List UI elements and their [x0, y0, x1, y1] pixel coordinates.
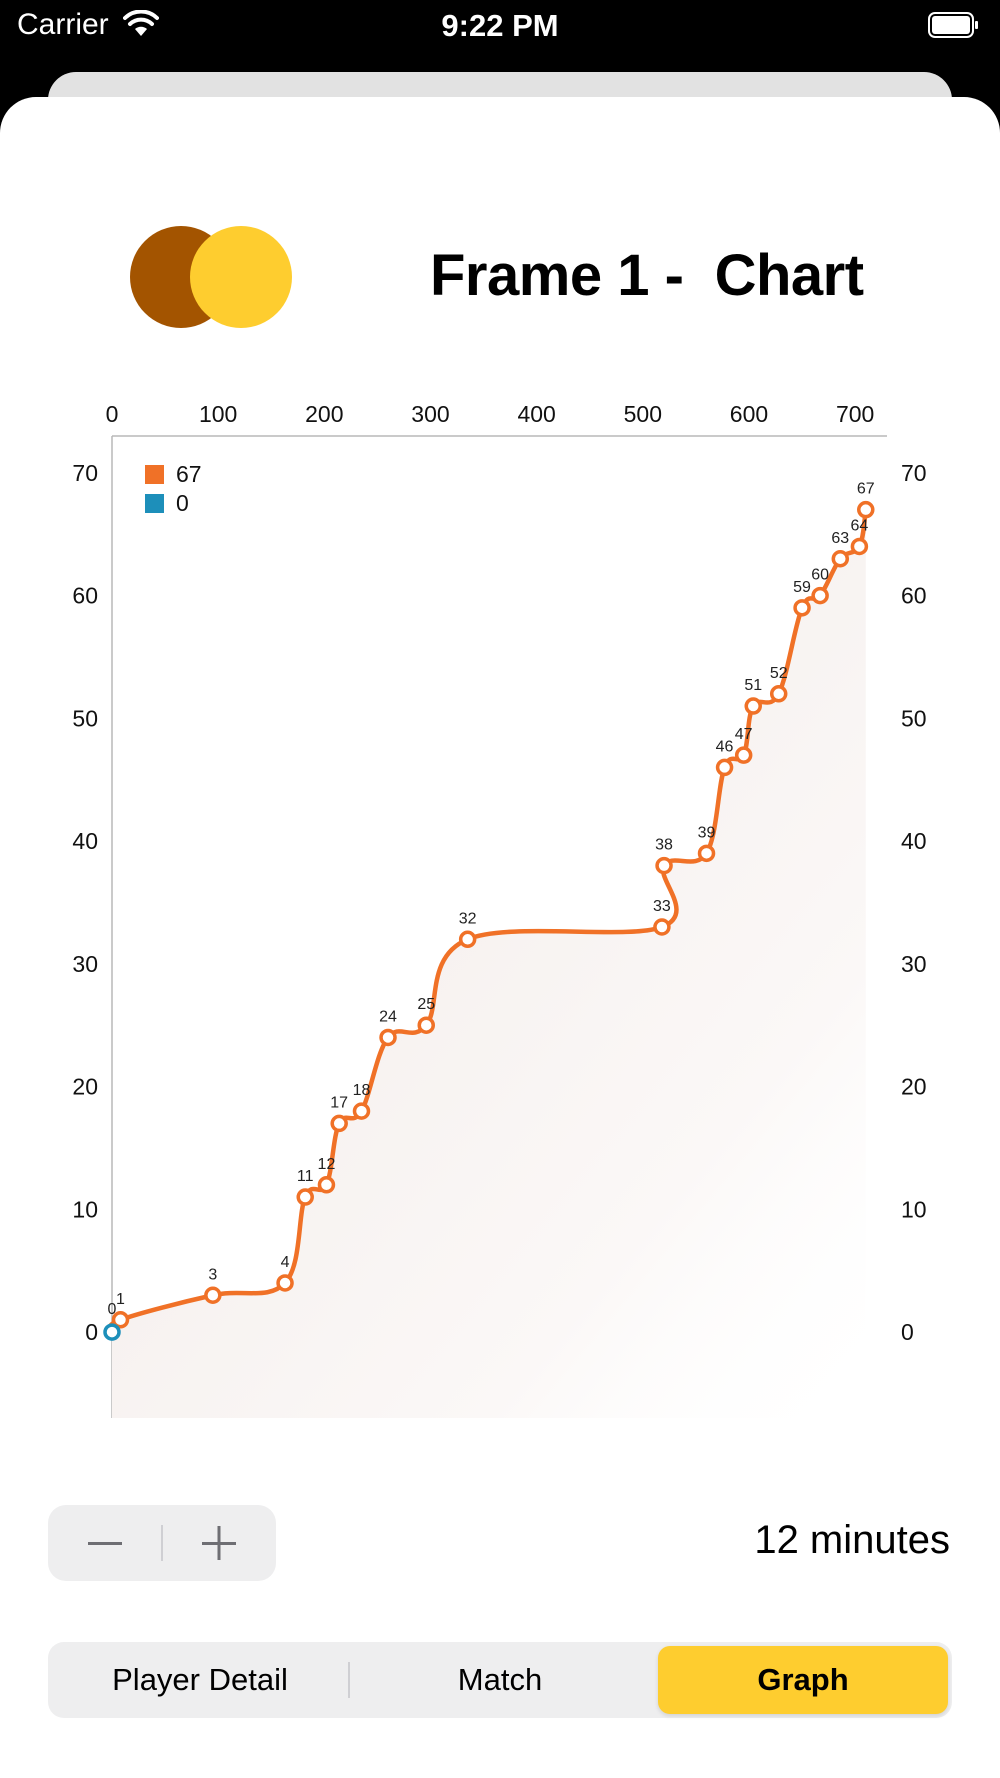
- data-label: 47: [735, 726, 753, 743]
- chart-legend: 670: [145, 461, 202, 516]
- data-label: 17: [330, 1094, 348, 1111]
- data-point: [204, 1286, 222, 1304]
- y-tick-label-left: 70: [72, 460, 98, 486]
- data-label: 59: [793, 579, 811, 596]
- data-point: [697, 844, 716, 863]
- data-point: [317, 1176, 336, 1194]
- data-point: [793, 599, 811, 617]
- data-label: 32: [459, 910, 477, 927]
- y-tick-label-right: 10: [901, 1196, 927, 1222]
- data-label: 33: [653, 898, 671, 915]
- data-label: 64: [850, 517, 868, 534]
- y-tick-label-right: 70: [901, 460, 927, 486]
- clock: 9:22 PM: [441, 8, 559, 43]
- data-point: [734, 746, 753, 764]
- x-tick-label: 100: [199, 401, 237, 427]
- minus-button[interactable]: [48, 1505, 162, 1581]
- data-point: [458, 930, 477, 949]
- x-tick-label: 0: [106, 401, 119, 427]
- stepper-divider: [161, 1525, 163, 1561]
- data-point: [655, 856, 673, 875]
- data-point: [352, 1102, 371, 1120]
- x-tick-label: 500: [624, 401, 662, 427]
- battery-icon: [928, 12, 978, 38]
- data-label: 51: [744, 677, 762, 694]
- x-tick-label: 700: [836, 401, 874, 427]
- minus-icon: [88, 1542, 122, 1545]
- data-label: 4: [281, 1254, 290, 1271]
- status-bar: Carrier 9:22 PM: [0, 0, 1000, 60]
- x-tick-label: 200: [305, 401, 343, 427]
- data-label: 1: [116, 1291, 125, 1308]
- y-tick-label-right: 40: [901, 828, 927, 854]
- data-point: [653, 918, 671, 936]
- x-tick-label: 600: [730, 401, 768, 427]
- data-label: 52: [770, 665, 788, 682]
- data-label: 25: [417, 996, 435, 1013]
- segment-divider: [348, 1662, 350, 1698]
- data-point: [744, 697, 762, 715]
- y-tick-label-left: 20: [72, 1074, 98, 1100]
- y-tick-label-left: 50: [72, 705, 98, 731]
- view-segmented-control[interactable]: Player Detail Match Graph: [48, 1642, 952, 1718]
- data-label: 3: [208, 1266, 217, 1283]
- data-point: [296, 1188, 314, 1206]
- legend-swatch: [145, 465, 164, 484]
- duration-label: 12 minutes: [754, 1518, 950, 1562]
- tab-player-detail[interactable]: Player Detail: [112, 1662, 288, 1697]
- data-point: [811, 586, 829, 605]
- data-point: [831, 550, 850, 568]
- legend-swatch: [145, 494, 164, 513]
- data-point: [330, 1114, 348, 1133]
- plus-button[interactable]: [162, 1505, 276, 1581]
- series-area: [109, 509, 866, 1418]
- plus-icon: [202, 1526, 236, 1560]
- data-label: 12: [318, 1156, 336, 1173]
- zoom-stepper[interactable]: [48, 1505, 276, 1581]
- data-label: 24: [379, 1008, 397, 1025]
- data-point-start: [103, 1323, 121, 1341]
- data-point: [276, 1274, 294, 1292]
- data-label: 38: [655, 837, 673, 854]
- tab-match[interactable]: Match: [457, 1662, 543, 1697]
- data-label: 60: [811, 567, 829, 584]
- legend-label: 0: [176, 490, 189, 516]
- tab-graph[interactable]: Graph: [658, 1646, 948, 1714]
- data-label: 39: [698, 824, 716, 841]
- data-point: [857, 500, 875, 519]
- match-logo-icon: [130, 226, 292, 328]
- wifi-icon: [123, 10, 159, 36]
- data-point: [715, 758, 734, 777]
- x-tick-label: 300: [411, 401, 449, 427]
- data-label: 18: [353, 1082, 371, 1099]
- x-tick-label: 400: [517, 401, 555, 427]
- data-point: [379, 1028, 397, 1047]
- y-tick-label-left: 60: [72, 583, 98, 609]
- y-tick-label-right: 0: [901, 1319, 914, 1345]
- y-tick-label-left: 30: [72, 951, 98, 977]
- data-point: [417, 1016, 435, 1034]
- page-title: Frame 1 - Chart: [430, 243, 864, 308]
- y-tick-label-left: 40: [72, 828, 98, 854]
- data-label: 67: [857, 481, 875, 498]
- legend-label: 67: [176, 461, 202, 487]
- y-tick-label-right: 50: [901, 705, 927, 731]
- y-tick-label-left: 10: [72, 1196, 98, 1222]
- y-tick-label-right: 60: [901, 583, 927, 609]
- data-label: 63: [831, 530, 849, 547]
- y-tick-label-right: 20: [901, 1074, 927, 1100]
- data-point: [850, 537, 869, 556]
- data-point: [111, 1311, 130, 1329]
- data-point: [769, 685, 788, 703]
- y-tick-label-right: 30: [901, 951, 927, 977]
- data-label-start: 0: [108, 1301, 117, 1318]
- data-label: 46: [716, 738, 734, 755]
- carrier-label: Carrier: [17, 8, 109, 41]
- data-label: 11: [297, 1168, 314, 1185]
- y-tick-label-left: 0: [85, 1319, 98, 1345]
